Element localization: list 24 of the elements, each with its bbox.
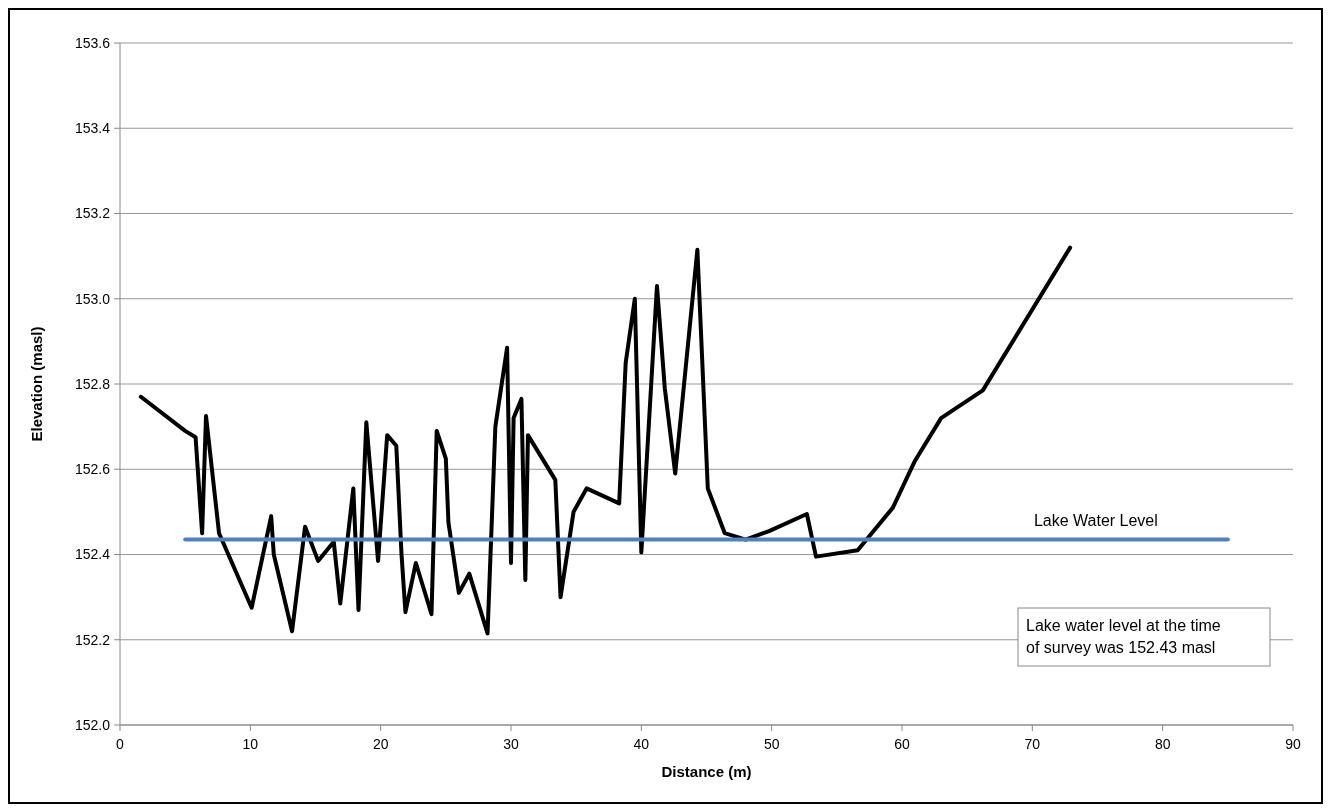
y-tick-label: 153.0 [74, 290, 111, 307]
x-tick-label: 20 [372, 736, 389, 752]
x-tick-label: 30 [503, 736, 519, 752]
y-tick-label: 152.4 [74, 546, 111, 563]
y-tick-label: 152.0 [74, 716, 111, 733]
series-label: Lake Water Level [1033, 511, 1158, 529]
y-tick-label: 152.2 [74, 631, 111, 648]
x-tick-label: 80 [1154, 736, 1171, 752]
y-tick-label: 152.8 [74, 375, 111, 392]
x-tick-label: 40 [633, 736, 650, 752]
y-tick-label: 153.6 [74, 34, 111, 51]
x-tick-label: 60 [894, 736, 910, 752]
y-axis-title: Elevation (masl) [28, 326, 45, 442]
y-tick-label: 152.6 [74, 461, 111, 478]
x-tick-label: 0 [116, 736, 125, 752]
x-tick-label: 10 [242, 736, 259, 752]
x-tick-label: 90 [1285, 736, 1301, 752]
y-tick-label: 153.4 [74, 120, 111, 137]
x-tick-label: 50 [763, 736, 780, 752]
y-tick-label: 153.2 [74, 205, 111, 222]
text-box: Lake water level at the time of survey was 152.43 masl [1017, 607, 1271, 667]
annotation: Lake water level at the time of survey was 152.43 masl [1026, 617, 1221, 656]
x-tick-label: 70 [1024, 736, 1041, 752]
x-axis-title: Distance (m) [661, 763, 752, 780]
